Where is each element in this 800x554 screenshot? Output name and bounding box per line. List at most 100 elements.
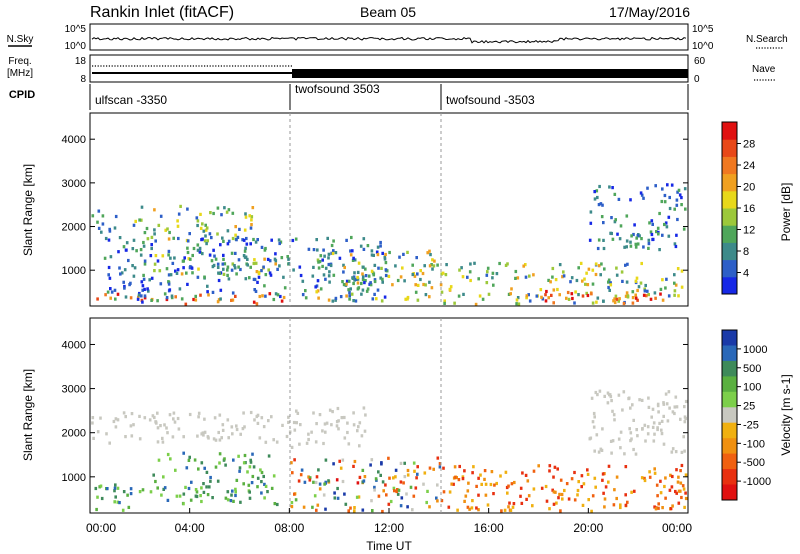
echo-cell bbox=[503, 508, 507, 512]
echo-cell bbox=[342, 263, 345, 267]
velocity-frame bbox=[89, 317, 689, 514]
echo-cell bbox=[468, 507, 471, 511]
echo-cell bbox=[565, 482, 569, 486]
echo-cell bbox=[167, 237, 171, 241]
echo-cell bbox=[429, 253, 432, 257]
echo-cell bbox=[573, 301, 576, 305]
echo-cell bbox=[629, 431, 633, 435]
colorbar-swatch bbox=[722, 438, 737, 455]
echo-cell bbox=[379, 240, 382, 245]
echo-cell bbox=[436, 456, 440, 460]
echo-cell bbox=[219, 243, 222, 247]
echo-cell bbox=[199, 226, 203, 230]
echo-cell bbox=[326, 236, 329, 240]
echo-cell bbox=[339, 295, 343, 299]
echo-cell bbox=[382, 489, 385, 493]
echo-cell bbox=[610, 216, 613, 220]
echo-cell bbox=[156, 486, 159, 490]
echo-cell bbox=[189, 498, 193, 502]
echo-cell bbox=[629, 406, 632, 410]
echo-cell bbox=[163, 292, 167, 296]
echo-cell bbox=[199, 293, 202, 297]
echo-cell bbox=[475, 506, 478, 510]
echo-cell bbox=[293, 458, 296, 462]
echo-cell bbox=[285, 434, 289, 439]
echo-cell bbox=[322, 441, 325, 446]
echo-cell bbox=[196, 248, 200, 252]
echo-cell bbox=[248, 496, 252, 500]
echo-cell bbox=[424, 283, 427, 287]
echo-cell bbox=[613, 418, 616, 422]
echo-cell bbox=[226, 498, 230, 502]
echo-cell bbox=[170, 294, 174, 298]
echo-cell bbox=[664, 496, 667, 500]
echo-cell bbox=[122, 490, 126, 494]
echo-cell bbox=[474, 302, 478, 306]
echo-cell bbox=[264, 440, 268, 444]
echo-cell bbox=[91, 421, 94, 425]
colorbar-swatch bbox=[722, 376, 737, 393]
echo-cell bbox=[620, 270, 624, 274]
echo-cell bbox=[190, 266, 194, 270]
echo-cell bbox=[659, 479, 662, 483]
echo-cell bbox=[302, 505, 306, 509]
echo-cell bbox=[113, 489, 116, 493]
echo-cell bbox=[194, 298, 198, 302]
echo-cell bbox=[334, 251, 338, 255]
echo-cell bbox=[591, 420, 595, 424]
colorbar-tick-label: 12 bbox=[743, 225, 755, 237]
echo-cell bbox=[596, 296, 600, 300]
echo-cell bbox=[656, 427, 659, 432]
echo-cell bbox=[324, 277, 327, 281]
echo-cell bbox=[428, 505, 431, 509]
echo-cell bbox=[172, 417, 175, 421]
echo-cell bbox=[607, 278, 611, 282]
echo-cell bbox=[160, 493, 163, 497]
echo-cell bbox=[149, 490, 153, 494]
echo-cell bbox=[370, 499, 373, 503]
echo-cell bbox=[301, 293, 305, 297]
echo-cell bbox=[613, 300, 617, 305]
echo-cell bbox=[662, 401, 665, 405]
echo-cell bbox=[556, 467, 559, 471]
echo-cell bbox=[590, 396, 594, 400]
echo-cell bbox=[592, 411, 596, 416]
echo-cell bbox=[328, 280, 331, 284]
echo-cell bbox=[499, 474, 502, 478]
echo-cell bbox=[122, 245, 126, 249]
echo-cell bbox=[657, 502, 660, 506]
colorbar-tick-label: 4 bbox=[743, 268, 749, 280]
echo-cell bbox=[676, 217, 679, 222]
echo-cell bbox=[479, 473, 482, 477]
echo-cell bbox=[242, 411, 245, 415]
echo-cell bbox=[300, 468, 304, 472]
echo-cell bbox=[683, 187, 687, 191]
echo-cell bbox=[492, 492, 495, 496]
echo-cell bbox=[547, 278, 550, 282]
echo-cell bbox=[304, 296, 308, 300]
echo-cell bbox=[680, 463, 684, 468]
echo-cell bbox=[528, 274, 531, 278]
echo-cell bbox=[554, 278, 558, 282]
echo-cell bbox=[313, 494, 317, 498]
echo-cell bbox=[244, 212, 247, 216]
y-tick-label: 1000 bbox=[62, 472, 86, 484]
echo-cell bbox=[230, 268, 234, 272]
echo-cell bbox=[663, 200, 667, 204]
echo-cell bbox=[631, 403, 634, 407]
echo-cell bbox=[252, 261, 256, 266]
echo-cell bbox=[624, 503, 628, 507]
echo-cell bbox=[276, 502, 279, 507]
echo-cell bbox=[559, 478, 563, 482]
echo-cell bbox=[650, 232, 654, 237]
echo-cell bbox=[626, 262, 629, 266]
echo-cell bbox=[234, 225, 237, 229]
echo-cell bbox=[484, 482, 488, 486]
echo-cell bbox=[442, 466, 445, 470]
echo-cell bbox=[448, 490, 452, 494]
echo-cell bbox=[413, 274, 417, 278]
echo-cell bbox=[623, 452, 626, 456]
echo-cell bbox=[540, 486, 544, 490]
echo-cell bbox=[662, 442, 666, 446]
echo-cell bbox=[182, 435, 185, 439]
